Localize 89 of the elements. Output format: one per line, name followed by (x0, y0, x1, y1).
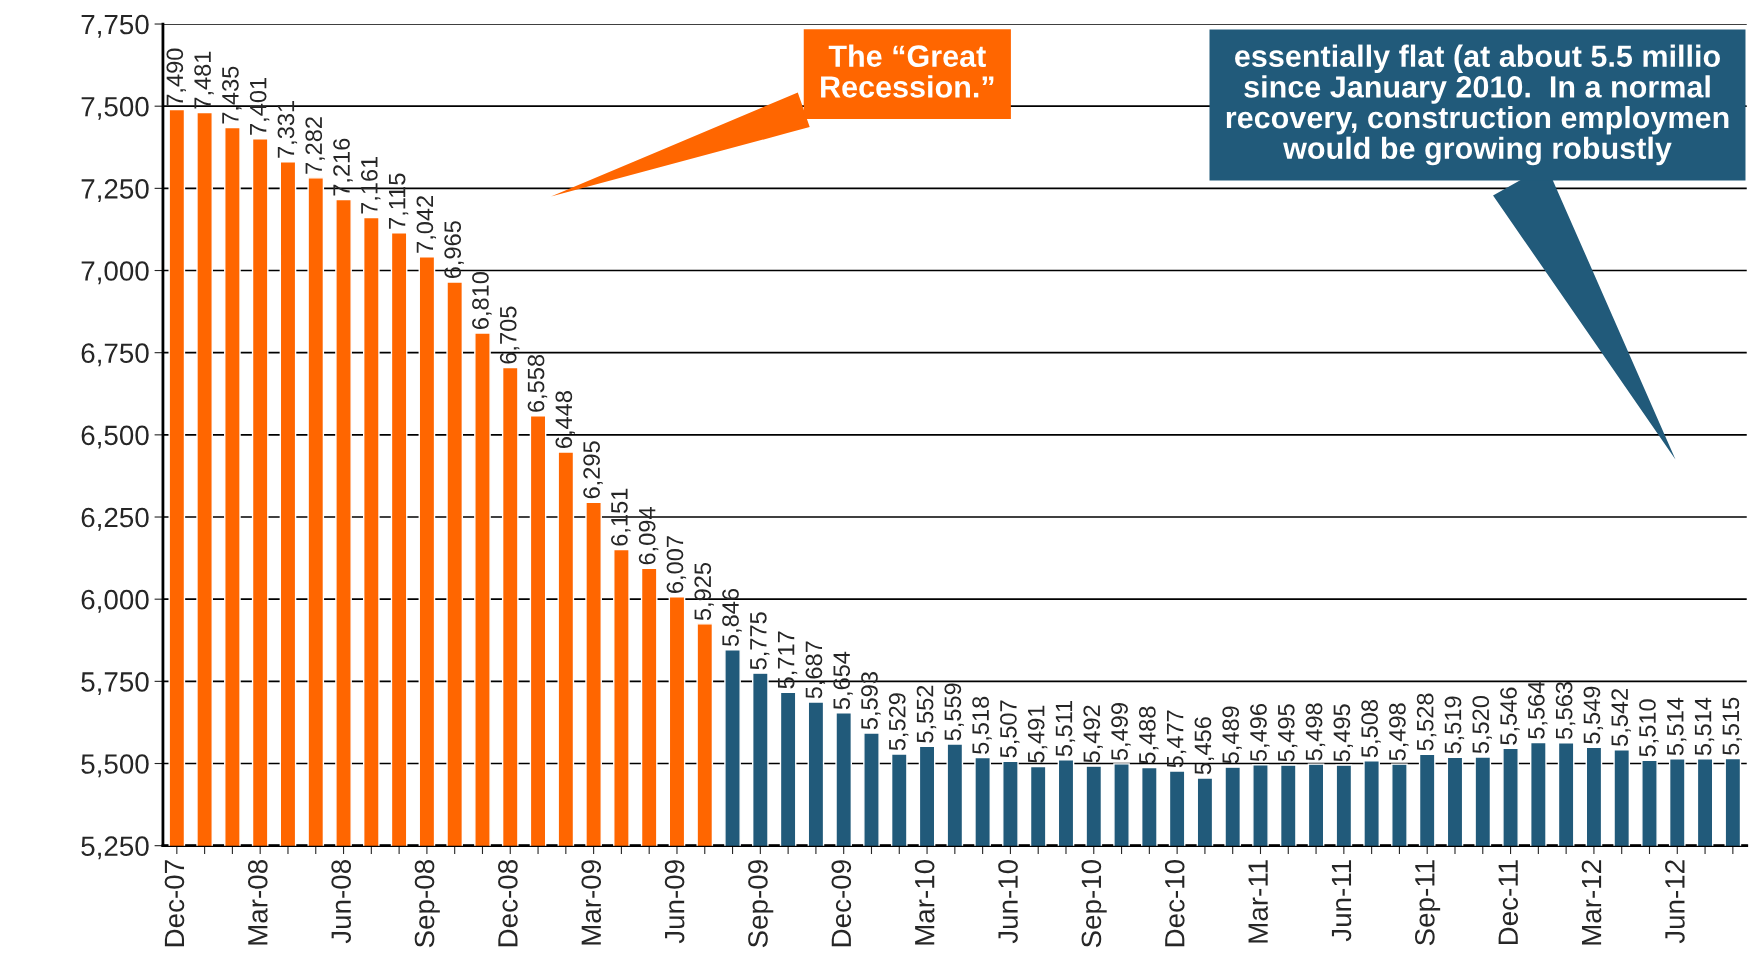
x-tick-label: Jun-12 (1665, 860, 1685, 944)
data-label: 7,282 (305, 117, 325, 174)
x-tick-label: Mar-10 (914, 859, 935, 945)
data-label: 7,042 (416, 196, 437, 253)
data-label: 7,401 (249, 78, 270, 135)
data-label: 5,496 (1250, 704, 1270, 762)
data-label: 6,094 (638, 507, 659, 565)
data-label: 5,499 (1111, 703, 1131, 761)
data-label: 5,519 (1444, 696, 1465, 754)
data-label: 5,477 (1166, 710, 1187, 768)
data-label: 5,511 (1055, 700, 1076, 757)
data-label: 6,965 (444, 221, 464, 279)
data-label: 5,498 (1305, 703, 1326, 761)
data-label: 5,498 (1389, 703, 1409, 761)
data-label: 5,495 (1277, 704, 1298, 762)
x-tick-label: Mar-09 (581, 860, 602, 945)
data-label: 5,552 (916, 685, 937, 743)
data-label: 5,456 (1194, 717, 1215, 775)
data-label: 5,563 (1555, 681, 1576, 740)
data-label: 5,489 (1222, 706, 1242, 764)
y-tick-label: 7,000 (81, 261, 149, 285)
data-label: 5,925 (694, 562, 714, 621)
data-label: 6,295 (583, 441, 603, 499)
x-tick-label: Jun-11 (1331, 860, 1352, 942)
data-label: 7,115 (388, 173, 409, 229)
x-tick-label: Jun-10 (998, 859, 1018, 944)
data-label: 5,549 (1583, 686, 1604, 744)
annotation: essentially flat (at about 5.5 millio since January 2010. In a normal recovery, construction employmen would be growing robustly (1226, 44, 1729, 166)
data-label: 5,492 (1083, 705, 1103, 763)
y-tick-label: 6,750 (81, 343, 149, 367)
x-tick-label: Dec-09 (831, 860, 852, 947)
data-label: 7,161 (360, 156, 381, 214)
y-tick-label: 7,500 (81, 96, 149, 120)
data-label: 5,654 (833, 651, 853, 710)
data-label: 7,216 (333, 138, 353, 196)
x-tick-label: Dec-07 (164, 860, 185, 947)
data-label: 5,510 (1639, 699, 1659, 757)
data-label: 5,846 (722, 588, 742, 647)
data-label: 5,687 (805, 641, 826, 699)
data-label: 5,559 (944, 683, 964, 741)
data-label: 5,514 (1694, 697, 1715, 756)
data-label: 5,564 (1527, 681, 1548, 739)
data-label: 5,488 (1138, 706, 1159, 764)
annotation: The “Great Recession.” (821, 44, 994, 98)
data-label: 7,481 (194, 51, 214, 109)
data-label: 5,515 (1722, 697, 1742, 755)
data-label: 5,528 (1416, 693, 1437, 751)
data-label: 6,705 (499, 306, 520, 364)
x-tick-label: Jun-08 (331, 860, 351, 944)
x-tick-label: Dec-10 (1164, 859, 1185, 947)
data-label: 5,546 (1500, 687, 1520, 745)
data-label: 5,491 (1027, 705, 1048, 763)
x-tick-label: Mar-11 (1248, 860, 1268, 943)
data-label: 5,529 (888, 693, 909, 751)
data-label: 5,775 (750, 612, 770, 670)
data-label: 5,542 (1611, 689, 1631, 746)
x-tick-label: Sep-09 (748, 860, 774, 948)
data-label: 6,558 (527, 354, 548, 412)
data-label: 5,514 (1667, 697, 1687, 756)
x-tick-label: Mar-08 (247, 860, 268, 945)
data-label: 5,518 (972, 696, 992, 754)
data-label: 6,448 (555, 391, 575, 448)
x-tick-label: Dec-11 (1498, 860, 1519, 945)
x-tick-label: Mar-12 (1581, 860, 1602, 945)
x-tick-label: Sep-10 (1081, 859, 1107, 948)
data-label: 5,508 (1361, 700, 1381, 758)
y-tick-label: 6,250 (81, 507, 149, 531)
y-tick-label: 7,750 (81, 14, 149, 38)
y-tick-label: 5,750 (81, 672, 149, 695)
data-label: 5,507 (1000, 700, 1020, 758)
x-tick-label: Jun-09 (664, 860, 685, 944)
data-label: 5,717 (777, 631, 798, 689)
y-tick-label: 7,250 (81, 179, 149, 202)
data-label: 5,593 (861, 672, 881, 730)
data-label: 5,520 (1472, 696, 1492, 754)
x-tick-label: Sep-11 (1414, 860, 1441, 946)
x-tick-label: Dec-08 (498, 860, 518, 947)
data-label: 7,435 (222, 66, 242, 124)
y-tick-label: 6,500 (81, 425, 149, 449)
data-label: 7,490 (166, 48, 186, 106)
y-tick-label: 5,500 (81, 754, 149, 778)
y-tick-label: 5,250 (81, 836, 149, 860)
data-label: 7,331 (277, 101, 298, 158)
data-label: 5,495 (1333, 704, 1353, 762)
data-label: 6,810 (472, 272, 492, 329)
y-tick-label: 6,000 (81, 589, 149, 613)
data-label: 6,151 (611, 488, 631, 546)
x-tick-label: Sep-08 (414, 860, 440, 948)
data-label: 6,007 (666, 536, 687, 593)
